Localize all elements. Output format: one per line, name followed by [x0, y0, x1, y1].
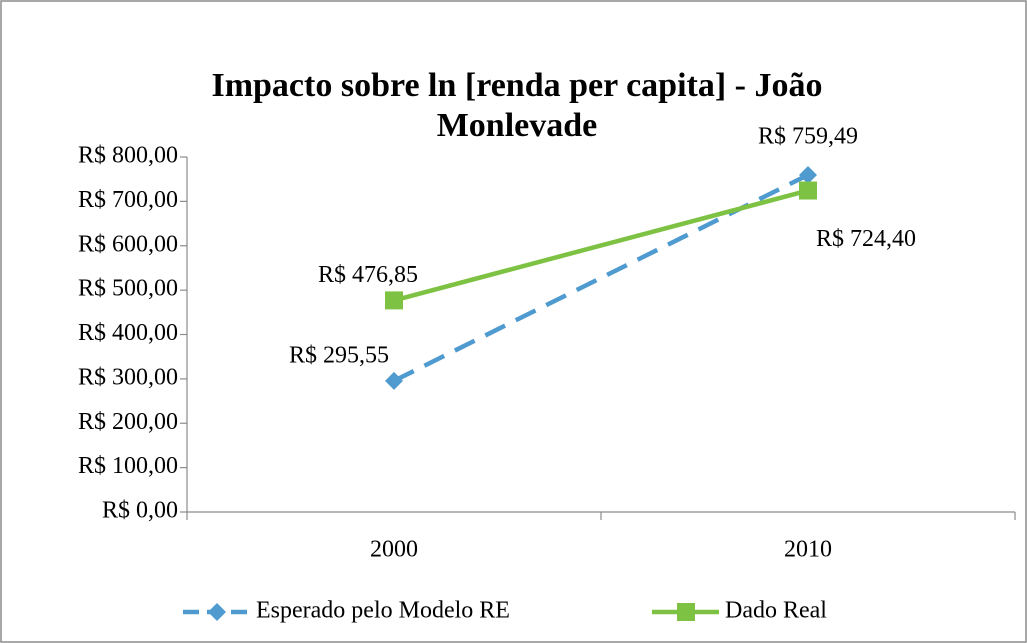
y-tick-label: R$ 200,00 — [78, 409, 178, 435]
y-tick-label: R$ 0,00 — [102, 498, 178, 524]
y-tick-label: R$ 300,00 — [78, 364, 178, 390]
legend-marker — [208, 603, 226, 621]
point — [799, 165, 817, 184]
data-label: R$ 724,40 — [816, 226, 916, 252]
legend-label: Dado Real — [725, 598, 827, 624]
point — [385, 371, 403, 390]
legend-label: Esperado pelo Modelo RE — [256, 598, 510, 624]
legend-marker — [677, 603, 695, 621]
series-line — [393, 188, 809, 303]
chart-title: Impacto sobre ln [renda per capita] - Jo… — [211, 67, 823, 144]
point — [385, 291, 403, 310]
y-tick-label: R$ 400,00 — [78, 320, 178, 346]
data-label: R$ 295,55 — [289, 342, 389, 368]
y-tick-label: R$ 700,00 — [78, 187, 178, 213]
y-tick-label: R$ 600,00 — [78, 231, 178, 257]
x-tick-label: 2010 — [784, 537, 832, 563]
y-tick-label: R$ 500,00 — [78, 276, 178, 302]
data-label: R$ 476,85 — [318, 262, 418, 288]
x-tick-label: 2000 — [370, 537, 418, 563]
y-tick-label: R$ 100,00 — [78, 453, 178, 479]
data-label: R$ 759,49 — [758, 123, 858, 149]
point — [799, 181, 817, 200]
y-tick-label: R$ 800,00 — [78, 143, 178, 169]
